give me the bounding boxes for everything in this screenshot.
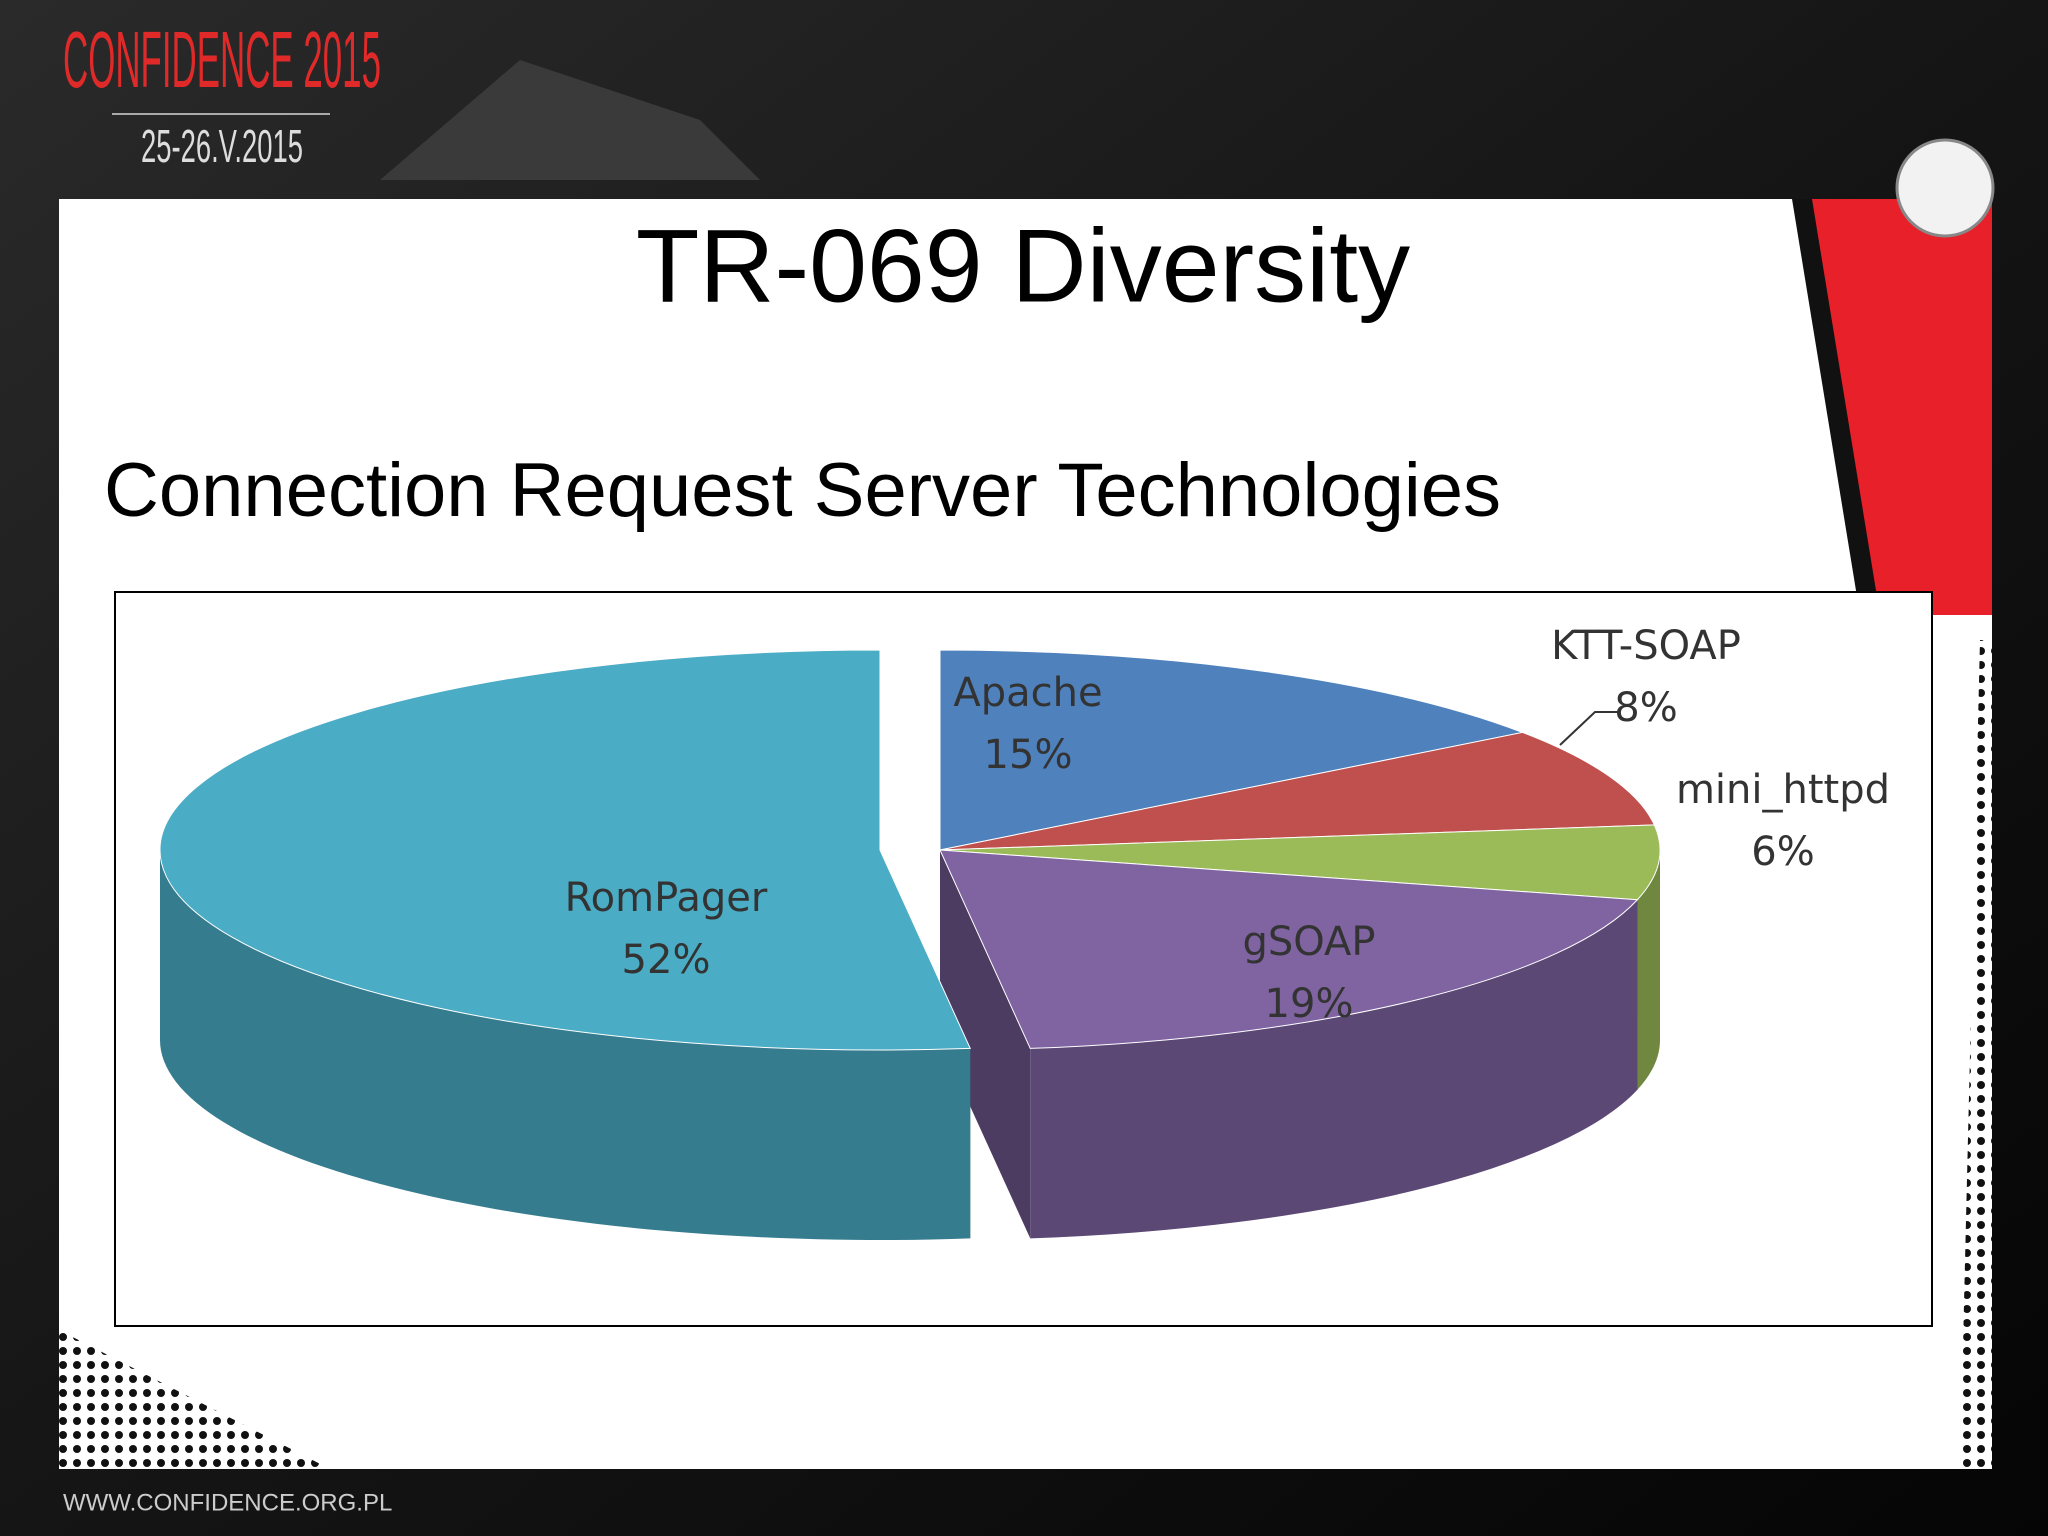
building-silhouette: [380, 60, 760, 180]
slice-label: mini_httpd: [1676, 767, 1890, 813]
event-logo: CONFIDENCE 2015: [63, 15, 381, 104]
pie-tops: [159, 649, 1661, 1051]
pie-side: [1030, 899, 1638, 1239]
pie-side: [160, 850, 971, 1241]
halftone-right: [1960, 640, 1992, 1469]
slice-value-label: 19%: [1265, 981, 1354, 1027]
pie-chart: Apache 15% KTT-SOAP 8% mini_httpd 6% gSOAP 19% R…: [159, 623, 1890, 1241]
slice-label: KTT-SOAP: [1551, 623, 1741, 669]
slice-value-label: 52%: [622, 937, 711, 983]
slice-label: Apache: [953, 670, 1102, 716]
slice-value-label: 15%: [984, 732, 1073, 778]
accent-border: [1792, 199, 1880, 615]
pie-slice: [159, 649, 972, 1051]
slice-label: gSOAP: [1242, 919, 1375, 965]
footer-url: WWW.CONFIDENCE.ORG.PL: [63, 1489, 392, 1516]
pie-sides: [160, 850, 1660, 1241]
pie-slice: [939, 824, 1661, 901]
cloud-icon: [1895, 138, 1995, 238]
slice-label: RomPager: [565, 875, 768, 921]
slide-subtitle: Connection Request Server Technologies: [104, 448, 1501, 533]
leader-line: [1559, 711, 1620, 746]
slice-value-label: 6%: [1751, 829, 1814, 875]
pie-slice: [939, 731, 1656, 851]
pie-cut-face: [940, 850, 1031, 1239]
pie-slice: [939, 649, 1525, 851]
pie-side: [1637, 850, 1660, 1090]
halftone-left: [59, 1330, 330, 1469]
pie-slice: [939, 849, 1639, 1049]
event-dates: 25-26.V.2015: [141, 120, 303, 172]
slide-title: TR-069 Diversity: [636, 208, 1410, 324]
slice-value-label: 8%: [1614, 685, 1677, 731]
